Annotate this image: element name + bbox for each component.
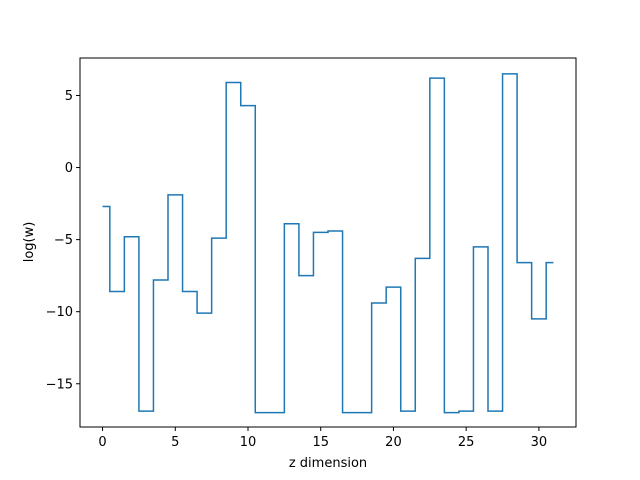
y-tick-label: −5 (54, 233, 73, 248)
x-axis-label: z dimension (289, 456, 367, 471)
x-tick-label: 5 (171, 435, 179, 450)
y-tick-label: −10 (46, 305, 73, 320)
y-tick-label: 0 (65, 161, 73, 176)
series-line (102, 73, 554, 414)
x-tick-label: 25 (458, 435, 475, 450)
y-axis-label: log(w) (22, 222, 37, 263)
x-axis-ticks: 0 5 10 15 20 25 30 (98, 427, 547, 450)
y-axis-ticks: −15 −10 −5 0 5 (46, 89, 80, 392)
series-layer (102, 73, 554, 414)
plot-frame (79, 57, 577, 428)
x-tick-label: 0 (98, 435, 106, 450)
x-tick-label: 10 (240, 435, 257, 450)
y-tick-label: 5 (65, 89, 73, 104)
y-tick-label: −15 (46, 377, 73, 392)
x-tick-label: 20 (385, 435, 402, 450)
x-tick-label: 30 (531, 435, 548, 450)
x-tick-label: 15 (312, 435, 329, 450)
